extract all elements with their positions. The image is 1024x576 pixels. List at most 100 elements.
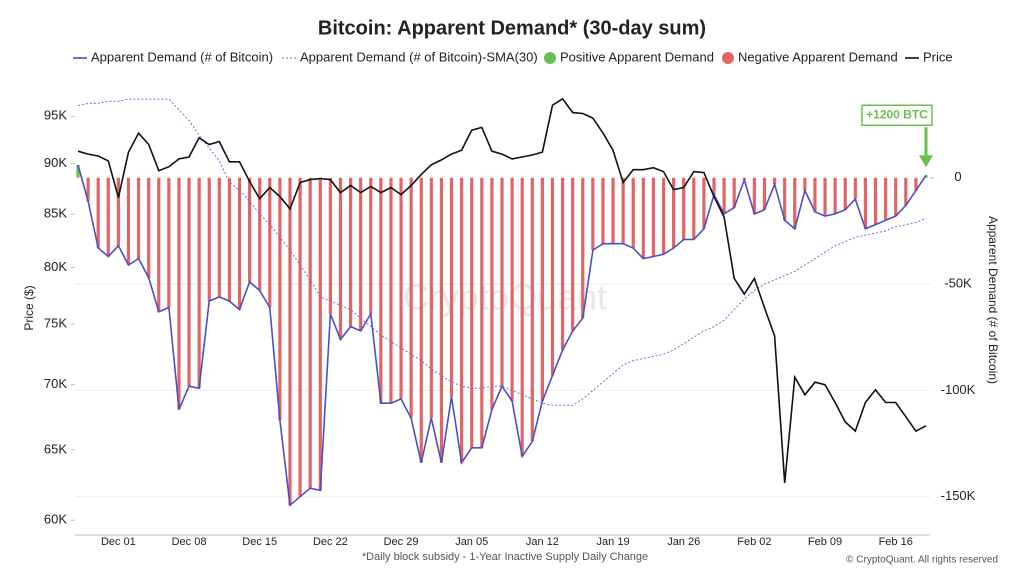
credit: © CryptoQuant. All rights reserved [846,555,998,566]
x-tick-label: Dec 08 [172,536,207,548]
demand-bar [540,177,544,402]
footnote: *Daily block subsidy - 1-Year Inactive S… [362,551,648,563]
demand-bar [480,177,484,448]
demand-bar [550,177,555,376]
demand-bar [429,177,433,419]
annotation-text: +1200 BTC [866,107,928,121]
x-tick-label: Feb 02 [737,536,771,548]
demand-bar [682,177,686,240]
chart-title: Bitcoin: Apparent Demand* (30-day sum) [318,17,706,39]
demand-bar [813,177,817,212]
demand-bar [571,177,575,331]
demand-bar [470,177,474,448]
demand-bar [116,177,120,246]
demand-bar [96,177,100,248]
series-line [77,97,927,483]
demand-bar [793,177,797,229]
demand-bar [288,177,292,506]
demand-bar [692,177,696,240]
demand-bar [136,177,141,259]
demand-bar [217,177,221,297]
x-tick-label: Feb 16 [879,536,913,548]
demand-bar [167,177,171,308]
demand-bar [530,177,534,442]
demand-bar [752,177,756,214]
x-tick-label: Dec 22 [313,536,348,548]
demand-bar [318,177,322,491]
demand-bar [601,177,605,244]
demand-bar [520,177,524,457]
y2-tick-label: 0 [954,169,961,184]
demand-bar [369,177,373,314]
demand-bar [328,177,332,314]
demand-bar [248,177,252,282]
y2-tick-label: -150K [941,488,976,503]
demand-bar [348,177,353,327]
x-tick-label: Jan 19 [597,536,630,548]
series-line [77,164,927,507]
demand-bar [581,177,585,319]
demand-bar [379,177,383,404]
demand-bar [661,177,666,255]
x-tick-label: Feb 09 [808,536,842,548]
demand-bar [904,177,908,206]
y-tick-label: 60K [44,512,67,527]
y-tick-label: 90K [44,155,67,170]
demand-bar [803,177,807,191]
demand-bar [237,177,242,310]
demand-bar [823,177,827,217]
demand-bar [672,177,676,248]
demand-bar [147,177,151,278]
y-axis-label: Price ($) [22,285,36,330]
demand-bar [722,177,726,214]
demand-bar [772,177,777,185]
demand-bar [76,165,80,178]
demand-bar [439,177,444,463]
y-tick-label: 95K [44,108,67,123]
y-tick-label: 65K [44,441,67,456]
demand-bar [86,177,90,202]
demand-bar [591,177,595,251]
y-tick-label: 80K [44,259,67,274]
demand-bar [833,177,837,214]
demand-bar [621,177,625,244]
demand-bar [308,177,312,489]
x-tick-label: Dec 01 [101,536,136,548]
demand-bar [500,177,504,387]
demand-bar [914,177,918,191]
y-tick-label: 70K [44,376,67,391]
legend-label: Price [923,49,953,64]
legend-label: Negative Apparent Demand [738,49,898,64]
x-tick-label: Dec 15 [242,536,277,548]
y-tick-label: 75K [44,315,67,330]
demand-bar [611,177,615,244]
y-tick-label: 85K [44,205,67,220]
demand-bar [399,177,403,399]
y2-axis-label: Apparent Demand (# of Bitcoin) [986,216,1000,384]
demand-bar [278,177,282,421]
demand-bar [863,177,868,229]
demand-bar [783,177,787,221]
demand-bar [762,177,767,210]
demand-bar [177,177,181,410]
demand-bar [712,177,716,195]
annotation-box [861,104,933,127]
legend-label: Apparent Demand (# of Bitcoin) [91,49,273,64]
x-tick-label: Jan 05 [455,536,488,548]
y2-tick-label: -50K [944,276,972,291]
demand-bar [338,177,343,340]
demand-bar [197,177,201,389]
demand-bar [298,177,302,497]
demand-bar [207,177,211,302]
demand-bar [157,177,161,312]
demand-bar [409,177,413,419]
demand-bar [732,177,736,208]
legend-swatch [544,52,556,64]
annotation-arrowhead [919,155,933,168]
demand-bar [651,177,656,257]
x-tick-label: Jan 26 [667,536,700,548]
legend-label: Positive Apparent Demand [560,49,714,64]
demand-bar [490,177,494,410]
demand-bar [460,177,464,463]
